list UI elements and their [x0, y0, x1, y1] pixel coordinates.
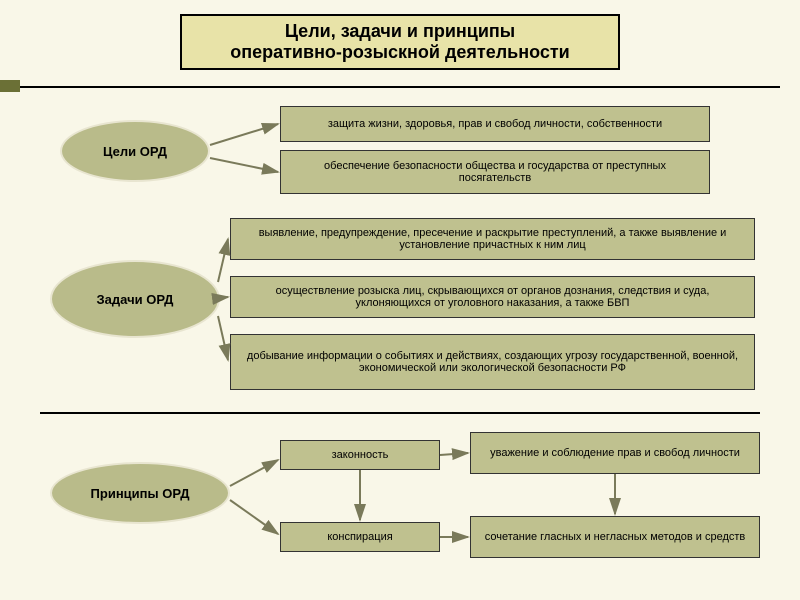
tasks-label: Задачи ОРД	[97, 292, 174, 307]
accent-bar	[0, 80, 20, 92]
h-rule	[20, 86, 780, 88]
goals-item-2: обеспечение безопасности общества и госу…	[280, 150, 710, 194]
principles-item-3: конспирация	[280, 522, 440, 552]
title-line1: Цели, задачи и принципы	[285, 21, 515, 42]
title-line2: оперативно-розыскной деятельности	[230, 42, 570, 63]
h-rule-2	[40, 412, 760, 414]
goals-label: Цели ОРД	[103, 144, 167, 159]
tasks-item-1: выявление, предупреждение, пресечение и …	[230, 218, 755, 260]
title-box: Цели, задачи и принципы оперативно-розыс…	[180, 14, 620, 70]
principles-item-2: уважение и соблюдение прав и свобод личн…	[470, 432, 760, 474]
principles-label: Принципы ОРД	[91, 486, 190, 501]
tasks-item-2: осуществление розыска лиц, скрывающихся …	[230, 276, 755, 318]
goals-ellipse: Цели ОРД	[60, 120, 210, 182]
goals-item-1: защита жизни, здоровья, прав и свобод ли…	[280, 106, 710, 142]
principles-item-1: законность	[280, 440, 440, 470]
tasks-item-3: добывание информации о событиях и действ…	[230, 334, 755, 390]
tasks-ellipse: Задачи ОРД	[50, 260, 220, 338]
slide: Цели, задачи и принципы оперативно-розыс…	[0, 0, 800, 600]
principles-ellipse: Принципы ОРД	[50, 462, 230, 524]
principles-item-4: сочетание гласных и негласных методов и …	[470, 516, 760, 558]
